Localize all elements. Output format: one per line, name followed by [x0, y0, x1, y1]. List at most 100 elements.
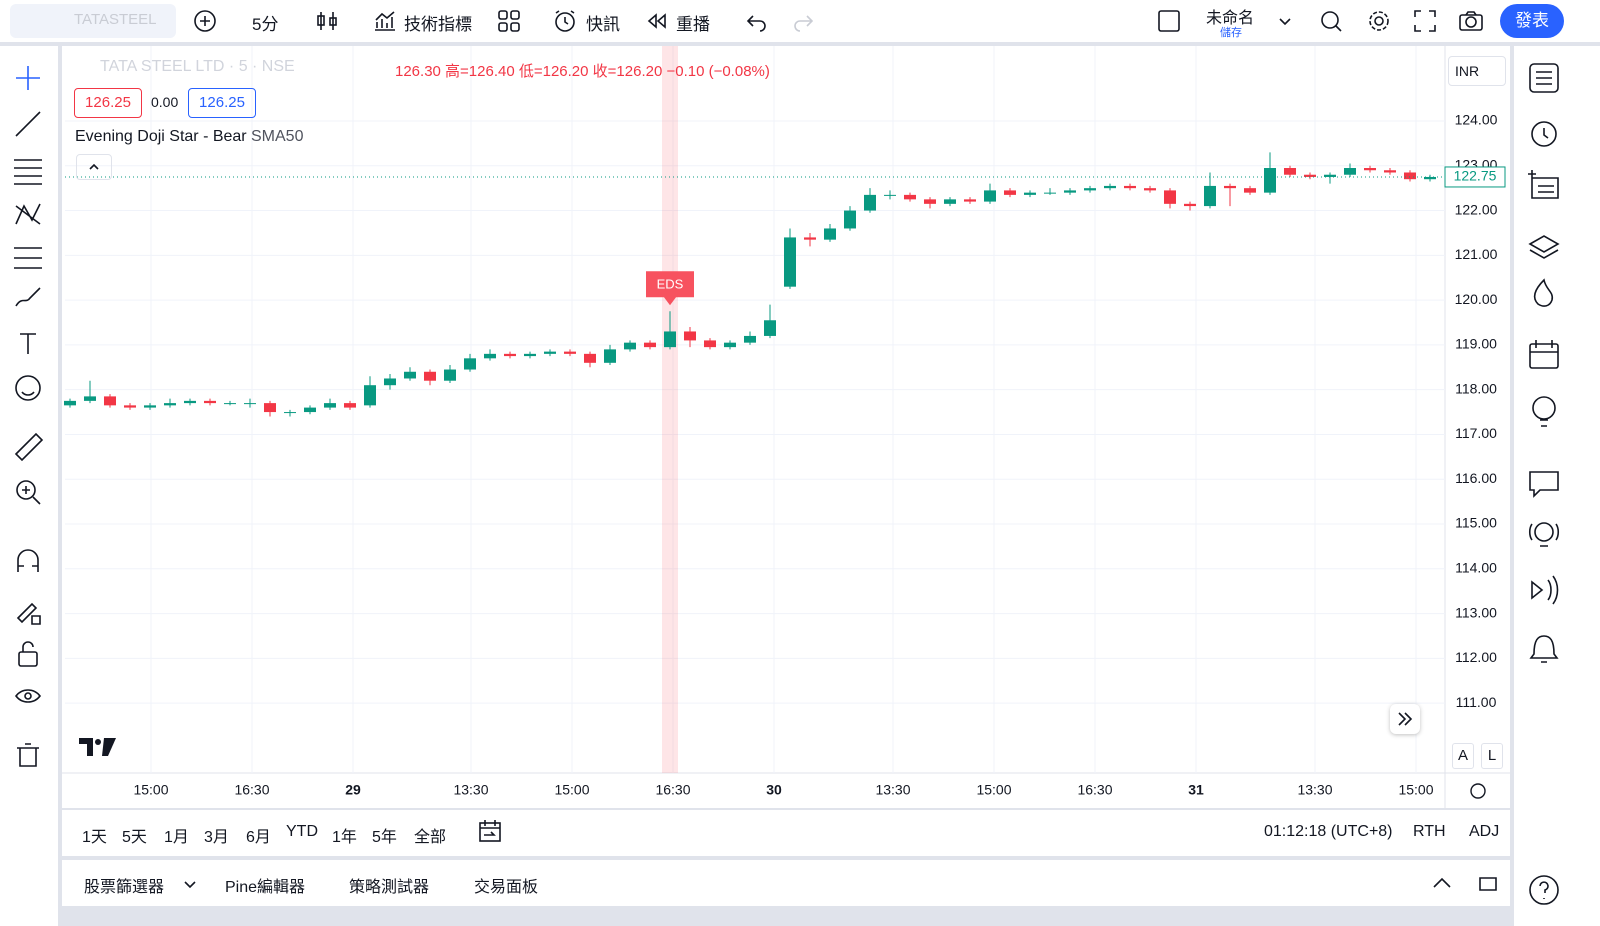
- candle-body: [64, 400, 76, 406]
- candle-body: [1264, 168, 1276, 193]
- fullscreen-icon[interactable]: [1412, 8, 1438, 34]
- x-tick-label: 15:00: [976, 782, 1011, 798]
- candle-body: [724, 342, 736, 348]
- range-button[interactable]: 1天: [82, 829, 107, 846]
- adjust[interactable]: ADJ: [1469, 823, 1500, 840]
- interval[interactable]: 5分: [252, 15, 279, 34]
- y-tick-label: 116.00: [1455, 470, 1497, 486]
- currency-select[interactable]: INR: [1448, 56, 1506, 86]
- candle-body: [804, 237, 816, 240]
- panel-tab[interactable]: 股票篩選器: [84, 879, 165, 896]
- scroll-right-button[interactable]: [1390, 704, 1420, 734]
- layout-menu-icon[interactable]: [1276, 12, 1294, 30]
- buy-button[interactable]: 126.25: [188, 88, 256, 118]
- candle-body: [644, 342, 656, 348]
- range-button[interactable]: 5年: [372, 829, 397, 846]
- symbol-search[interactable]: [10, 4, 176, 38]
- candle-body: [164, 403, 176, 406]
- y-tick-label: 118.00: [1455, 380, 1497, 396]
- x-tick-label: 13:30: [453, 782, 488, 798]
- range-button[interactable]: 3月: [204, 829, 229, 846]
- candle-body: [524, 353, 536, 357]
- tab-menu-icon[interactable]: [182, 876, 198, 892]
- legend-symbol: TATA STEEL LTD · 5 · NSE: [100, 58, 295, 75]
- layout-icon[interactable]: [1156, 8, 1182, 34]
- log-scale-button[interactable]: L: [1481, 743, 1503, 769]
- candle-body: [84, 396, 96, 401]
- panel-tab[interactable]: Pine編輯器: [225, 879, 306, 896]
- layout-name[interactable]: 未命名: [1206, 10, 1255, 27]
- drawing-tools[interactable]: [12, 62, 44, 792]
- auto-scale-button[interactable]: A: [1452, 743, 1474, 769]
- goto-date-icon[interactable]: [476, 818, 504, 846]
- add-symbol-icon[interactable]: [192, 8, 218, 34]
- sidebar-widgets[interactable]: [1526, 60, 1566, 920]
- candle-body: [364, 385, 376, 406]
- indicators[interactable]: 技術指標: [404, 15, 472, 34]
- save-status[interactable]: 儲存: [1220, 27, 1242, 39]
- alert-icon[interactable]: [552, 8, 578, 34]
- indicator-name[interactable]: Evening Doji Star - Bear: [75, 128, 247, 145]
- undo-icon[interactable]: [744, 8, 770, 34]
- time-axis-settings[interactable]: [1470, 783, 1486, 799]
- right-sidebar: [1514, 46, 1600, 926]
- expand-panel-icon[interactable]: [1428, 870, 1456, 898]
- candle-body: [964, 199, 976, 202]
- maximize-panel-icon[interactable]: [1474, 870, 1502, 898]
- range-button[interactable]: 1月: [164, 829, 189, 846]
- candle-body: [764, 320, 776, 336]
- panel-tab[interactable]: 交易面板: [474, 879, 539, 896]
- candle-body: [504, 353, 516, 357]
- range-button[interactable]: 1年: [332, 829, 357, 846]
- replay-icon[interactable]: [644, 8, 670, 34]
- replay[interactable]: 重播: [676, 15, 710, 34]
- collapse-legend[interactable]: [76, 154, 112, 180]
- clock[interactable]: 01:12:18 (UTC+8): [1264, 823, 1393, 840]
- candle-body: [124, 405, 136, 408]
- redo-icon[interactable]: [790, 8, 816, 34]
- y-tick-label: 122.00: [1455, 201, 1498, 217]
- alerts[interactable]: 快訊: [586, 15, 620, 34]
- settings-icon[interactable]: [1366, 8, 1392, 34]
- candle-body: [1324, 174, 1336, 177]
- chart-type-icon[interactable]: [314, 8, 340, 34]
- candle-body: [584, 353, 596, 363]
- candle-body: [1124, 185, 1136, 189]
- y-tick-label: 111.00: [1456, 694, 1497, 710]
- candle-body: [244, 403, 256, 405]
- last-price-label: 122.75: [1454, 168, 1497, 184]
- session[interactable]: RTH: [1413, 823, 1446, 840]
- x-tick-label: 16:30: [1077, 782, 1112, 798]
- range-button[interactable]: 全部: [414, 829, 447, 846]
- candle-body: [1224, 185, 1236, 189]
- symbol-text[interactable]: TATASTEEL: [74, 11, 157, 28]
- candle-body: [984, 190, 996, 202]
- candle-body: [224, 403, 236, 405]
- candle-body: [1024, 192, 1036, 195]
- candle-body: [1404, 172, 1416, 180]
- range-button[interactable]: 6月: [246, 829, 271, 846]
- candle-body: [564, 351, 576, 354]
- sell-button[interactable]: 126.25: [74, 88, 142, 118]
- range-button[interactable]: 5天: [122, 829, 147, 846]
- range-button[interactable]: YTD: [286, 823, 318, 840]
- indicators-icon[interactable]: [372, 8, 398, 34]
- panel-tab[interactable]: 策略測試器: [349, 879, 430, 896]
- candle-body: [204, 400, 216, 404]
- snapshot-icon[interactable]: [1458, 8, 1484, 34]
- x-tick-label: 13:30: [1297, 782, 1332, 798]
- currency[interactable]: INR: [1455, 63, 1480, 79]
- candle-body: [1044, 192, 1056, 194]
- candle-body: [384, 378, 396, 386]
- publish-button[interactable]: 發表: [1500, 4, 1564, 38]
- last-price-box: [1444, 166, 1506, 188]
- candle-body: [664, 331, 676, 348]
- candle-body: [484, 353, 496, 359]
- x-tick-label: 30: [766, 782, 782, 798]
- quick-search-icon[interactable]: [1318, 8, 1344, 34]
- templates-icon[interactable]: [496, 8, 522, 34]
- candle-body: [1244, 188, 1256, 193]
- candle-body: [184, 400, 196, 404]
- indicator-arg[interactable]: SMA50: [251, 128, 304, 145]
